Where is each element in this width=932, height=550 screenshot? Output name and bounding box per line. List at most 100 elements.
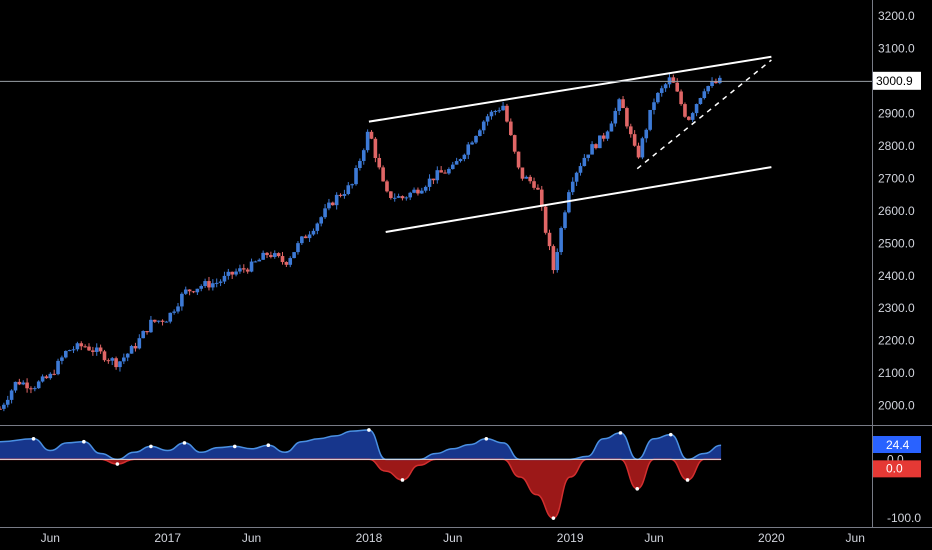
candle-body xyxy=(334,194,339,206)
price-tick-label: 2300.0 xyxy=(878,301,915,315)
oscillator-value-tag: 24.4 xyxy=(873,436,921,453)
candle-body xyxy=(706,86,710,92)
candle-body xyxy=(338,194,343,196)
candle-body xyxy=(0,408,2,410)
candle-body xyxy=(44,376,49,379)
trendlines-layer xyxy=(368,55,772,233)
candle-body xyxy=(392,197,397,199)
last-price-tag: 3000.9 xyxy=(873,71,921,90)
time-tick-label: Jun xyxy=(443,531,462,545)
oscillator-pivot-dot xyxy=(82,439,86,444)
candle-body xyxy=(396,196,401,198)
candle-body xyxy=(663,84,668,89)
candle-body xyxy=(145,331,149,333)
candle-body xyxy=(698,98,703,105)
candle-body xyxy=(303,236,308,239)
price-tick-label: 2100.0 xyxy=(878,366,915,380)
candle-body xyxy=(25,382,29,389)
candle-body xyxy=(94,347,99,352)
price-tick-label: 2400.0 xyxy=(878,269,915,283)
candle-body xyxy=(613,110,618,124)
oscillator-pane[interactable] xyxy=(0,428,722,520)
candle-body xyxy=(36,381,41,389)
candle-body xyxy=(539,189,544,207)
candle-body xyxy=(369,131,374,139)
candle-body xyxy=(91,350,95,352)
price-pane[interactable] xyxy=(0,55,872,412)
candle-body xyxy=(489,111,494,117)
candle-body xyxy=(172,311,176,313)
candle-body xyxy=(717,77,722,84)
trendline-support-trend[interactable] xyxy=(636,59,772,170)
candle-body xyxy=(667,77,672,85)
candle-body xyxy=(365,131,370,151)
candle-body xyxy=(211,283,215,288)
candle-body xyxy=(408,192,413,198)
candle-body xyxy=(156,320,161,322)
candle-body xyxy=(516,151,521,168)
candle-body xyxy=(133,346,138,349)
candle-body xyxy=(296,243,300,253)
candle-body xyxy=(207,281,211,288)
candle-body xyxy=(176,306,180,312)
candle-body xyxy=(431,178,436,181)
candle-body xyxy=(648,109,652,130)
candle-body xyxy=(21,382,26,385)
candle-body xyxy=(253,261,258,263)
candle-body xyxy=(512,135,517,152)
price-scale[interactable]: 3200.03100.03000.02900.02800.02700.02600… xyxy=(872,0,922,527)
candle-body xyxy=(129,346,134,354)
candle-body xyxy=(687,116,691,120)
candle-body xyxy=(458,159,463,162)
candle-body xyxy=(269,255,273,257)
time-scale[interactable]: Jun 2017 Jun 2018 Jun 2019 Jun 2020 Jun xyxy=(0,527,932,546)
candle-body xyxy=(485,116,490,122)
candle-body xyxy=(590,144,594,155)
oscillator-pivot-dot xyxy=(484,436,489,441)
candle-body xyxy=(75,343,80,350)
oscillator-pivot-dot xyxy=(182,441,187,445)
candle-body xyxy=(416,189,420,194)
oscillator-pivot-dot xyxy=(668,432,673,437)
candle-body xyxy=(412,189,416,193)
candle-body xyxy=(373,138,378,158)
candle-body xyxy=(40,376,45,382)
candle-body xyxy=(230,271,234,275)
candle-body xyxy=(636,145,641,158)
candle-body xyxy=(578,166,583,173)
oscillator-pivot-dot xyxy=(400,478,405,482)
candle-body xyxy=(551,246,556,271)
oscillator-pivot-dot xyxy=(31,436,36,441)
candle-body xyxy=(265,252,269,256)
candle-body xyxy=(505,105,509,122)
time-scale-ticks: Jun 2017 Jun 2018 Jun 2019 Jun 2020 Jun xyxy=(41,531,865,545)
candle-body xyxy=(714,81,718,84)
candle-body xyxy=(17,381,22,385)
candle-body xyxy=(659,88,664,93)
candle-body xyxy=(87,346,91,351)
oscillator-negative-area xyxy=(0,459,722,519)
oscillator-pivot-dot xyxy=(115,462,120,466)
time-tick-label: Jun xyxy=(644,531,663,545)
candle-body xyxy=(497,110,502,112)
last-price-label: 3000.9 xyxy=(876,74,913,88)
price-tick-label: 2000.0 xyxy=(878,399,915,413)
candle-body xyxy=(435,170,440,181)
oscillator-value-label: 24.4 xyxy=(886,438,910,452)
candle-body xyxy=(381,167,385,182)
candle-body xyxy=(683,104,687,117)
candle-body xyxy=(168,312,173,322)
time-tick-label: Jun xyxy=(242,531,261,545)
candle-body xyxy=(199,286,204,289)
candle-body xyxy=(118,361,122,368)
trendline-channel-top[interactable] xyxy=(368,55,772,123)
candle-body xyxy=(656,92,660,103)
candle-body xyxy=(187,289,192,292)
candle-body xyxy=(67,350,72,352)
candle-body xyxy=(60,357,64,361)
candle-body xyxy=(319,217,323,224)
trendline-channel-bottom[interactable] xyxy=(385,166,772,233)
candle-body xyxy=(466,144,471,155)
candle-body xyxy=(358,160,362,169)
